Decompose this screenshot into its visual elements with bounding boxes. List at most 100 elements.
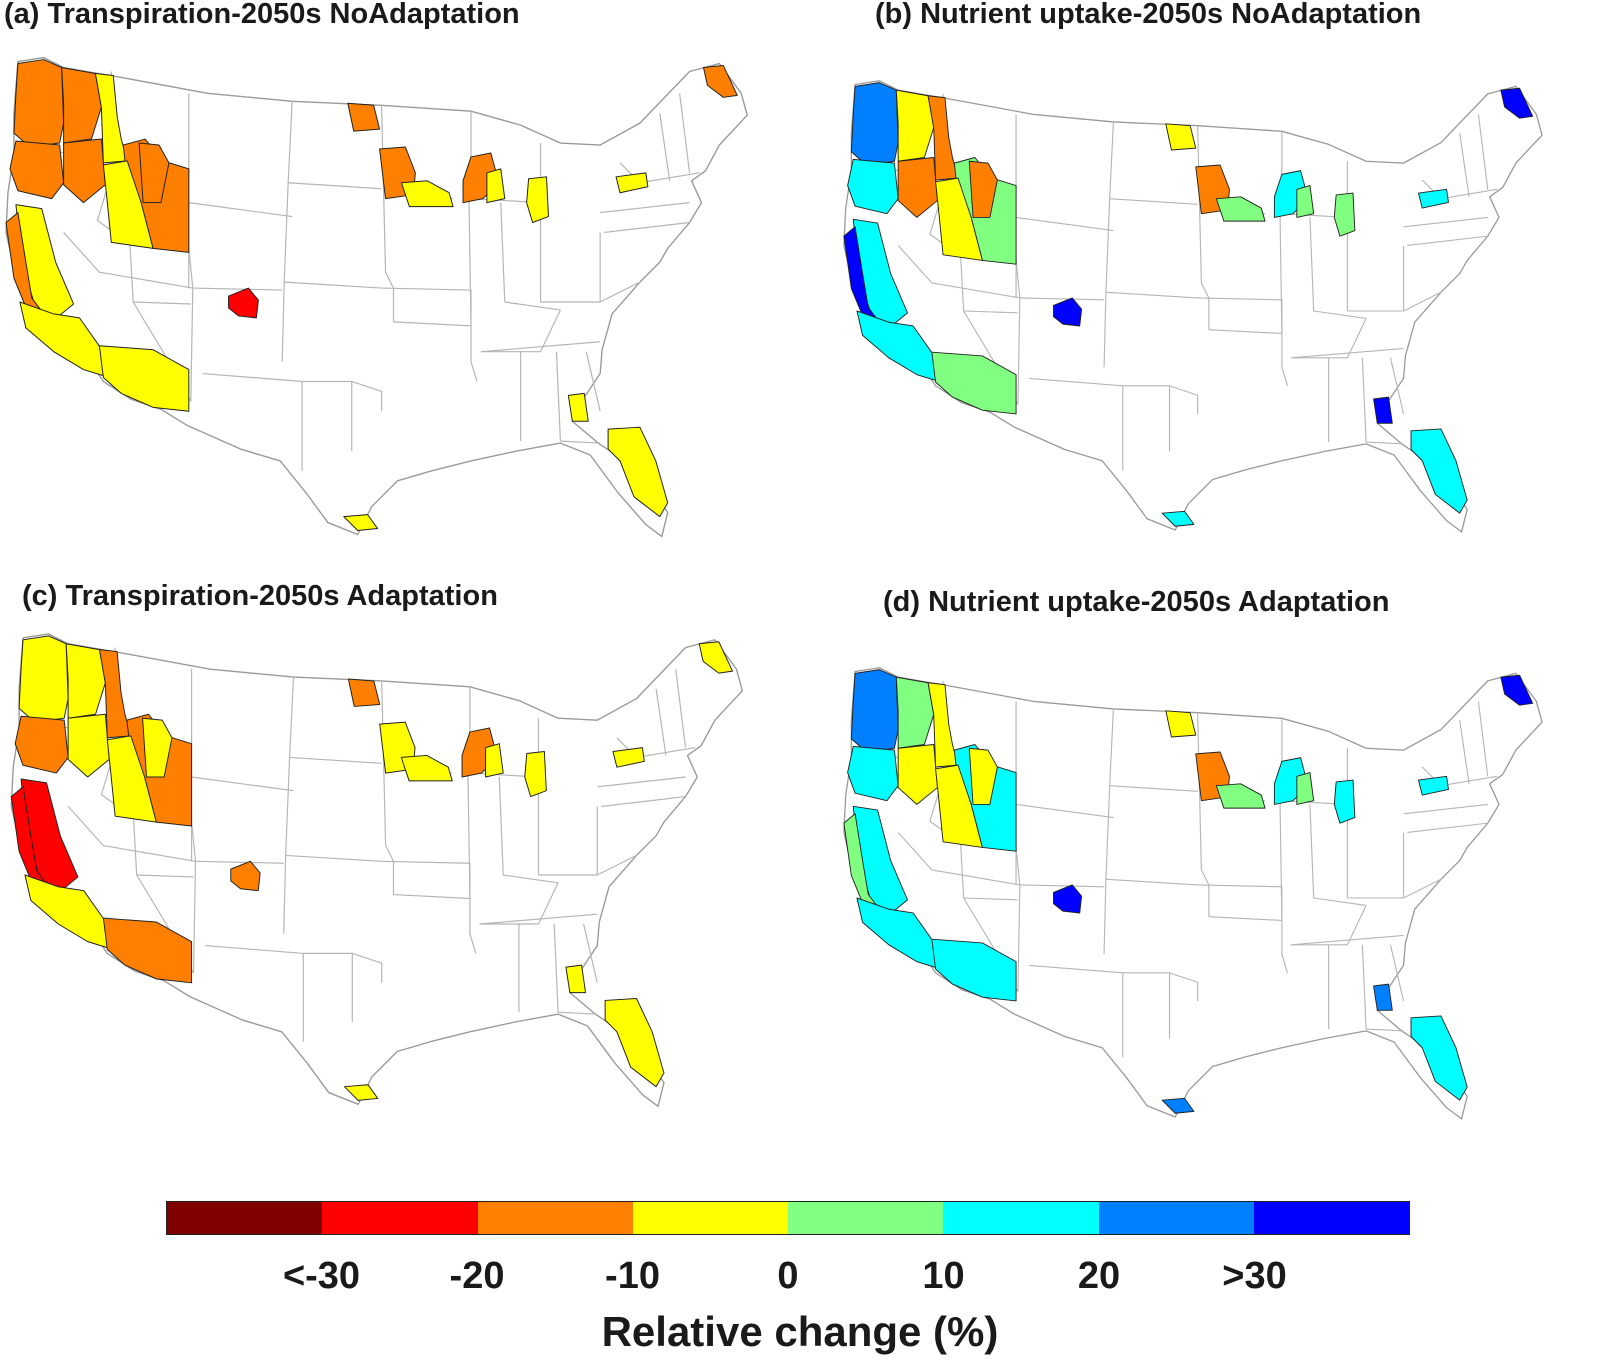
state-boundary [1109,785,1198,792]
panel-c-title: (c) Transpiration-2050s Adaptation [22,580,498,612]
state-boundary [1403,291,1442,312]
region-oregon-west [847,158,899,215]
state-boundary [192,287,283,291]
state-boundary [1477,114,1489,190]
region-north-dakota [347,678,381,707]
region-maine [698,641,734,674]
region-california-coast [10,786,49,888]
region-georgia [1373,983,1393,1011]
state-boundary [133,301,191,305]
state-boundary [1197,125,1202,283]
state-boundary [599,281,641,303]
region-new-york [1418,775,1449,796]
state-boundary [1459,720,1470,784]
region-idaho-south [102,160,154,249]
colorbar-tick-label: <-30 [282,1255,361,1297]
state-boundary [190,822,197,862]
colorbar-segment [322,1202,478,1234]
region-colorado [228,287,259,319]
map-panel-d [843,667,1543,1120]
state-boundary [467,773,471,899]
region-florida [1410,1015,1468,1101]
state-boundary [479,913,598,925]
map-panel-b [843,80,1543,533]
region-texas-south [343,514,379,532]
state-boundary [1389,357,1405,415]
state-boundary [468,198,472,326]
state-boundary [470,325,478,382]
state-boundary [553,923,559,1013]
state-boundary [1291,934,1404,946]
state-boundary [604,221,690,234]
region-oregon-west [9,140,65,200]
region-montana-southwest [138,142,170,204]
region-minnesota-south [400,180,454,208]
state-boundary [188,248,194,289]
region-minnesota-south [400,754,453,782]
state-boundary [191,776,294,792]
colorbar-tick-label: 20 [1077,1255,1121,1297]
region-washington-west [850,669,899,753]
region-washington-west [850,82,899,166]
state-boundary [1313,897,1367,907]
colorbar-tick-label: >30 [1222,1255,1287,1297]
state-boundary [480,341,601,353]
state-boundary [1459,133,1470,197]
state-boundary [380,105,387,273]
region-wisconsin-south [1296,772,1315,805]
region-wisconsin-south [1296,185,1315,218]
state-boundary [1361,944,1367,1030]
region-michigan [1333,192,1356,237]
state-boundary [136,874,194,878]
region-idaho-south [935,764,983,848]
region-colorado [230,860,261,892]
region-florida [604,997,665,1088]
state-boundary [1291,905,1367,946]
state-boundary [63,232,193,289]
state-boundary [283,855,287,934]
map-panel-a [5,56,748,538]
state-boundary [1105,291,1198,299]
colorbar-segment [943,1202,1099,1234]
state-boundary [503,874,559,884]
map-panel-c [10,633,744,1107]
state-boundary [281,282,285,362]
state-boundary [583,923,598,983]
state-boundary [1015,260,1021,298]
region-montana-southwest [142,717,173,778]
state-boundary [1029,964,1199,1001]
region-oregon-east [897,744,938,805]
state-boundary [1366,1028,1404,1032]
region-california-coast [843,226,880,323]
region-georgia [565,964,587,994]
region-north-dakota [1165,123,1197,151]
state-boundary [1477,701,1489,777]
panel-b-title: (b) Nutrient uptake-2050s NoAdaptation [875,0,1422,30]
state-boundary [1015,847,1021,885]
state-boundary [558,1011,598,1015]
region-arizona [931,351,1017,415]
state-boundary [1366,441,1404,445]
state-boundary [67,806,196,862]
state-boundary [1197,712,1202,870]
colorbar-title: Relative change (%) [601,1308,999,1355]
state-boundary [1019,297,1105,301]
region-arizona [102,917,193,984]
state-boundary [469,898,477,954]
region-michigan [1333,779,1356,824]
region-georgia [567,392,589,422]
state-boundary [504,301,561,311]
state-boundary [479,882,559,925]
state-boundary [188,202,293,218]
region-new-york [615,172,649,194]
region-michigan [526,176,549,224]
region-north-dakota [347,102,381,132]
state-boundary [1281,333,1289,387]
region-arizona [98,345,190,412]
state-boundary [897,832,1020,886]
state-boundary [597,776,686,788]
state-boundary [1279,213,1283,334]
state-boundary [1403,803,1488,815]
region-washington-west [13,59,65,148]
state-boundary [1389,944,1405,1002]
